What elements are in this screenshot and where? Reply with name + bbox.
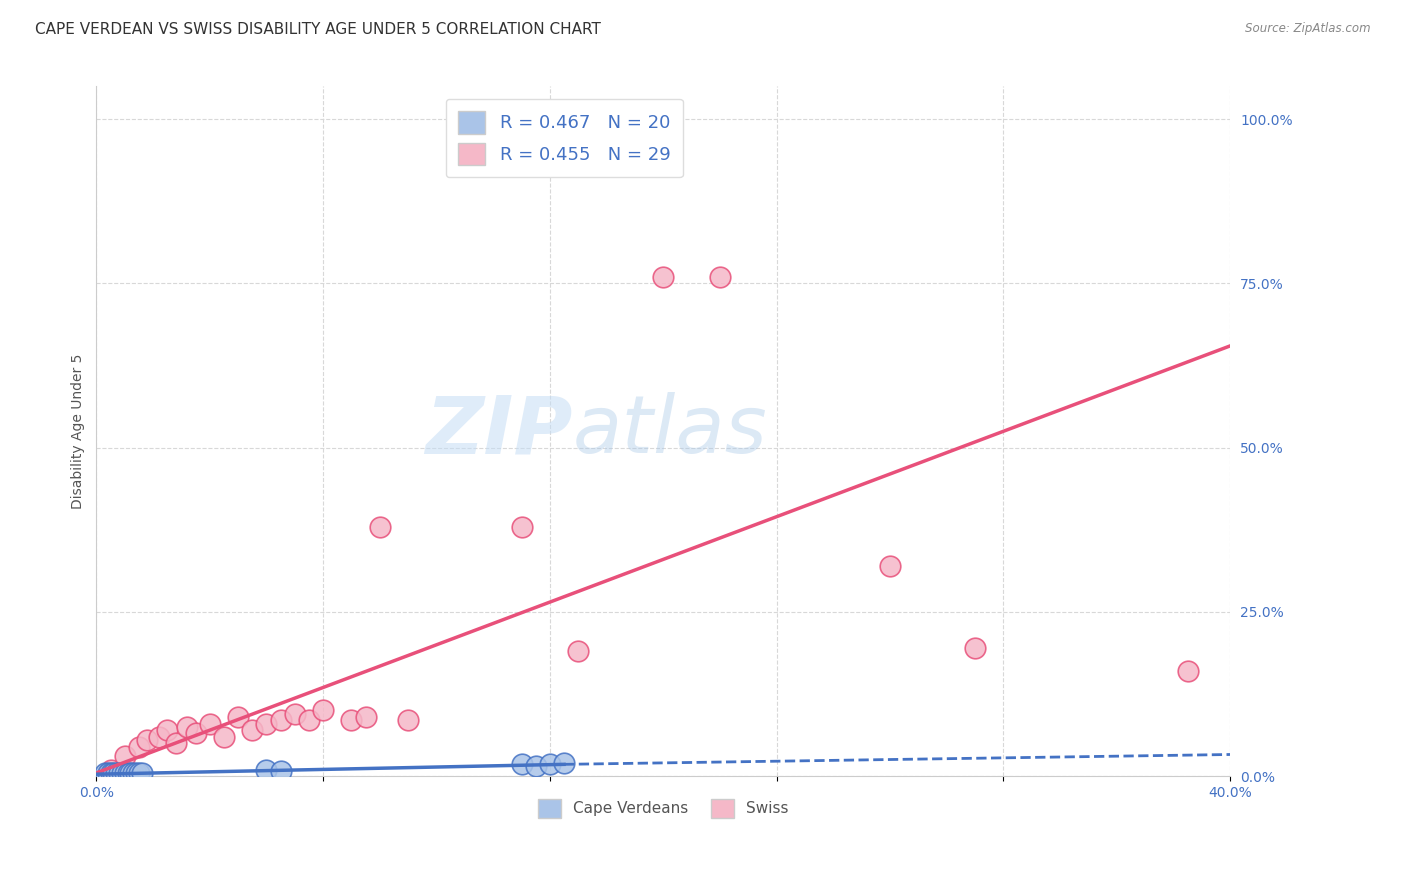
Point (312, 703, 335, 717)
Point (122, 765, 145, 780)
Point (254, 763, 277, 777)
Point (270, 714, 292, 728)
Point (538, 757, 561, 772)
Point (156, 723, 179, 738)
Point (1177, 664, 1199, 678)
Text: ZIP: ZIP (425, 392, 572, 470)
Point (128, 739, 150, 754)
Point (100, 763, 122, 777)
Point (553, 756, 575, 770)
Text: Source: ZipAtlas.com: Source: ZipAtlas.com (1246, 22, 1371, 36)
Point (340, 714, 363, 728)
Text: CAPE VERDEAN VS SWISS DISABILITY AGE UNDER 5 CORRELATION CHART: CAPE VERDEAN VS SWISS DISABILITY AGE UND… (35, 22, 600, 37)
Point (165, 736, 187, 750)
Point (198, 716, 221, 731)
Legend: Cape Verdeans, Swiss: Cape Verdeans, Swiss (531, 793, 794, 823)
Point (254, 716, 277, 731)
Point (965, 641, 987, 656)
Point (94, 765, 117, 780)
Point (114, 765, 136, 780)
Point (652, 269, 675, 284)
Point (298, 714, 321, 728)
Point (97, 765, 120, 780)
Point (709, 269, 731, 284)
Point (354, 710, 377, 724)
Point (128, 765, 150, 780)
Point (524, 759, 547, 773)
Point (212, 730, 235, 744)
Point (125, 765, 148, 780)
Point (105, 765, 128, 780)
Point (117, 765, 139, 780)
Point (368, 519, 391, 533)
Point (120, 765, 142, 780)
Point (108, 765, 131, 780)
Point (114, 749, 136, 764)
Point (176, 720, 198, 734)
Point (567, 644, 589, 658)
Point (111, 765, 134, 780)
Point (131, 765, 153, 780)
Point (240, 723, 263, 738)
Text: atlas: atlas (572, 392, 768, 470)
Y-axis label: Disability Age Under 5: Disability Age Under 5 (72, 353, 86, 509)
Point (100, 765, 122, 780)
Point (184, 726, 207, 740)
Point (284, 706, 307, 721)
Point (148, 730, 170, 744)
Point (510, 757, 533, 772)
Point (879, 558, 901, 573)
Point (510, 519, 533, 533)
Point (270, 764, 292, 778)
Point (136, 733, 159, 747)
Point (103, 765, 125, 780)
Point (226, 710, 249, 724)
Point (396, 714, 419, 728)
